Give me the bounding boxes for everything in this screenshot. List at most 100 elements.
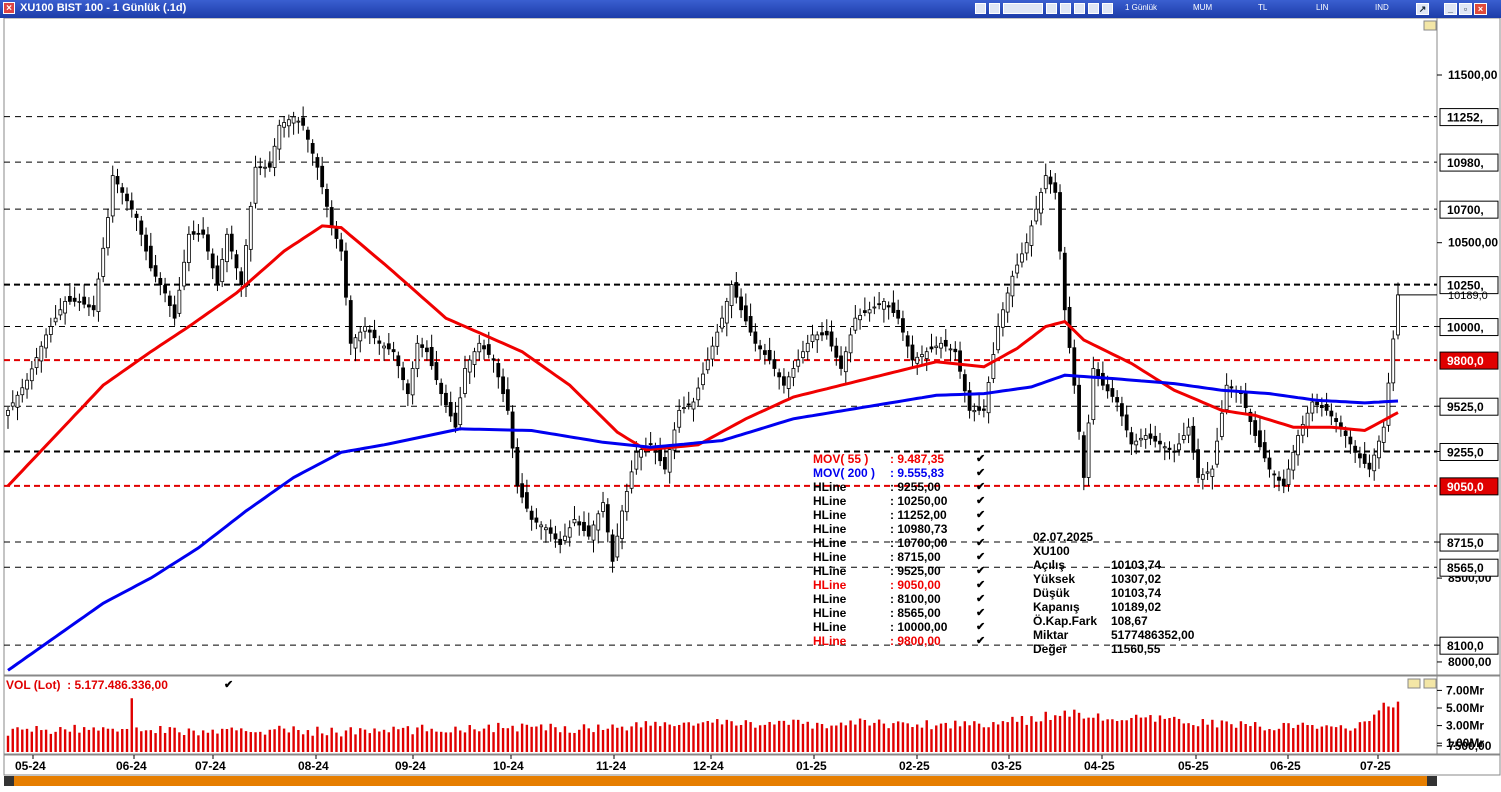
candle-body bbox=[1305, 412, 1310, 427]
volume-bar bbox=[121, 729, 124, 752]
candle-body bbox=[1000, 309, 1005, 328]
visibility-check-icon[interactable]: ✔ bbox=[976, 509, 986, 521]
legend-value: : 9.487,35 bbox=[890, 452, 945, 466]
visibility-check-icon[interactable]: ✔ bbox=[976, 565, 986, 577]
visibility-check-icon[interactable]: ✔ bbox=[976, 537, 986, 549]
window-close-icon[interactable]: × bbox=[1474, 3, 1487, 15]
volume-bar bbox=[173, 727, 176, 752]
candle-body bbox=[163, 285, 167, 294]
candle-body bbox=[939, 342, 943, 349]
legend-row[interactable]: HLine: 8100,00 ✔ bbox=[813, 592, 993, 606]
volume-bar bbox=[363, 729, 367, 752]
tool-icon[interactable] bbox=[1074, 3, 1085, 14]
candle-body bbox=[82, 296, 87, 305]
legend-row[interactable]: MOV( 200 ): 9.555,83 ✔ bbox=[813, 466, 993, 480]
volume-bar bbox=[606, 728, 609, 752]
visibility-check-icon[interactable]: ✔ bbox=[976, 453, 986, 465]
candle-body bbox=[524, 492, 529, 509]
volume-bar bbox=[677, 724, 681, 752]
visibility-check-icon[interactable]: ✔ bbox=[976, 551, 986, 563]
chart-type-menu[interactable]: MUM bbox=[1193, 3, 1213, 12]
volume-bar bbox=[87, 729, 91, 752]
hline-tag-label: 9525,0 bbox=[1447, 400, 1484, 414]
legend-row[interactable]: HLine: 8715,00 ✔ bbox=[813, 550, 993, 564]
template-dropdown[interactable] bbox=[1003, 3, 1043, 14]
volume-bar bbox=[354, 734, 357, 752]
volume-check-icon[interactable]: ✔ bbox=[224, 679, 234, 691]
pin-icon[interactable]: ↗ bbox=[1416, 3, 1429, 15]
candle-body bbox=[1186, 426, 1191, 436]
legend-row[interactable]: HLine: 9050,00 ✔ bbox=[813, 578, 993, 592]
visibility-check-icon[interactable]: ✔ bbox=[976, 495, 986, 507]
legend-row[interactable]: HLine: 10000,00 ✔ bbox=[813, 620, 993, 634]
cursor-icon[interactable] bbox=[1102, 3, 1113, 14]
volume-bar bbox=[787, 724, 790, 752]
volume-bar bbox=[1244, 724, 1247, 752]
candle-body bbox=[667, 449, 672, 473]
legend-row[interactable]: HLine: 9800,00 ✔ bbox=[813, 634, 993, 648]
candle-body bbox=[1377, 440, 1381, 459]
zoom-icon[interactable] bbox=[1088, 3, 1099, 14]
time-tick-label: 03-25 bbox=[991, 759, 1022, 773]
candle-body bbox=[496, 363, 501, 378]
indicator-menu[interactable]: IND bbox=[1375, 3, 1389, 12]
visibility-check-icon[interactable]: ✔ bbox=[976, 481, 986, 493]
volume-bar bbox=[1387, 706, 1390, 752]
legend-row[interactable]: HLine: 10700,00 ✔ bbox=[813, 536, 993, 550]
candle-body bbox=[87, 304, 91, 308]
visibility-check-icon[interactable]: ✔ bbox=[976, 621, 986, 633]
candle-body bbox=[843, 351, 848, 373]
legend-row[interactable]: HLine: 9255,00 ✔ bbox=[813, 480, 993, 494]
candle-body bbox=[748, 316, 753, 333]
candle-body bbox=[591, 524, 596, 541]
close-icon[interactable]: × bbox=[3, 2, 15, 14]
volume-bar bbox=[530, 726, 533, 752]
volume-bar bbox=[644, 721, 648, 752]
volume-bar bbox=[1230, 724, 1233, 752]
candle-body bbox=[1200, 474, 1205, 480]
volume-bar bbox=[1054, 715, 1057, 752]
legend-row[interactable]: HLine: 9525,00 ✔ bbox=[813, 564, 993, 578]
scale-menu[interactable]: LIN bbox=[1316, 3, 1329, 12]
legend-row[interactable]: HLine: 8565,00 ✔ bbox=[813, 606, 993, 620]
chart-icon[interactable] bbox=[975, 3, 986, 14]
volume-bar bbox=[240, 728, 243, 752]
candle-body bbox=[943, 339, 948, 347]
period-menu[interactable]: 1 Günlük bbox=[1125, 3, 1158, 12]
visibility-check-icon[interactable]: ✔ bbox=[976, 467, 986, 479]
maximize-icon[interactable]: ▫ bbox=[1459, 3, 1472, 15]
candle-body bbox=[339, 239, 344, 252]
line-icon[interactable] bbox=[1060, 3, 1071, 14]
legend-value: : 8565,00 bbox=[890, 606, 941, 620]
legend-row[interactable]: MOV( 55 ): 9.487,35 ✔ bbox=[813, 452, 993, 466]
volume-bar bbox=[68, 731, 72, 752]
draw-icon[interactable] bbox=[1046, 3, 1057, 14]
hline-tag-label: 10250, bbox=[1447, 279, 1484, 293]
legend-row[interactable]: HLine: 10980,73 ✔ bbox=[813, 522, 993, 536]
candle-body bbox=[1086, 422, 1091, 478]
volume-bar bbox=[877, 719, 881, 752]
volume-bar bbox=[397, 729, 400, 752]
volume-bar bbox=[344, 730, 348, 752]
candle-body bbox=[672, 429, 677, 451]
time-tick-label: 06-25 bbox=[1270, 759, 1301, 773]
hline-tag bbox=[1439, 397, 1499, 416]
visibility-check-icon[interactable]: ✔ bbox=[976, 523, 986, 535]
settings-icon[interactable] bbox=[989, 3, 1000, 14]
time-tick-label: 12-24 bbox=[693, 759, 724, 773]
volume-bar bbox=[263, 734, 267, 752]
price-chart[interactable]: 11500,0010500,0010000,009525,09255,08715… bbox=[0, 18, 1501, 792]
candle-body bbox=[529, 510, 534, 520]
visibility-check-icon[interactable]: ✔ bbox=[976, 635, 986, 647]
candle-body bbox=[1072, 347, 1077, 386]
volume-bar bbox=[801, 723, 805, 752]
legend-name: HLine bbox=[813, 620, 847, 634]
minimize-icon[interactable]: _ bbox=[1444, 3, 1457, 15]
visibility-check-icon[interactable]: ✔ bbox=[976, 593, 986, 605]
legend-row[interactable]: HLine: 10250,00 ✔ bbox=[813, 494, 993, 508]
volume-bar bbox=[1111, 719, 1114, 752]
legend-row[interactable]: HLine: 11252,00 ✔ bbox=[813, 508, 993, 522]
visibility-check-icon[interactable]: ✔ bbox=[976, 579, 986, 591]
currency-menu[interactable]: TL bbox=[1258, 3, 1268, 12]
visibility-check-icon[interactable]: ✔ bbox=[976, 607, 986, 619]
